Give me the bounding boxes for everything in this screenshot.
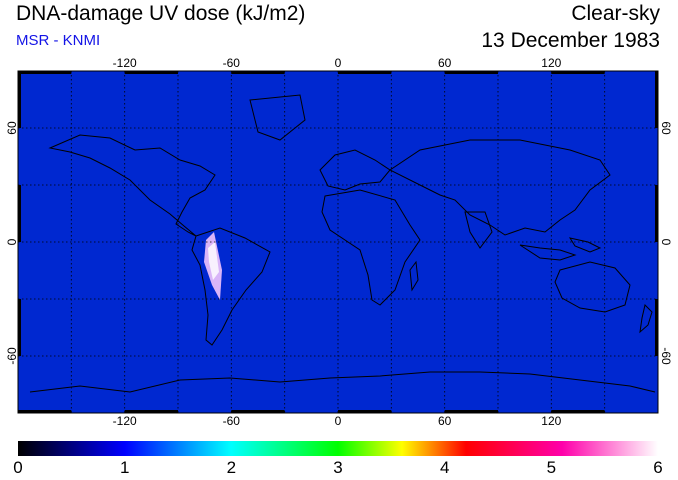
lon-label-top: -60 bbox=[222, 56, 240, 70]
lat-label-right: -60 bbox=[659, 347, 673, 365]
lon-label-bottom: 60 bbox=[438, 414, 452, 428]
date-label: 13 December 1983 bbox=[481, 29, 660, 52]
coastlines bbox=[29, 94, 656, 393]
lon-label-top: 60 bbox=[438, 56, 452, 70]
colorbar-label: 3 bbox=[333, 458, 343, 477]
data-source-label: MSR - KNMI bbox=[16, 32, 101, 49]
lon-label-bottom: 120 bbox=[541, 414, 562, 428]
lat-label-right: 60 bbox=[659, 121, 673, 135]
colorbar-label: 0 bbox=[13, 458, 23, 477]
colorbar-label: 6 bbox=[653, 458, 663, 477]
colorbar bbox=[18, 441, 658, 456]
map-title: DNA-damage UV dose (kJ/m2) bbox=[16, 2, 306, 25]
lon-label-top: -120 bbox=[112, 56, 137, 70]
colorbar-label: 1 bbox=[119, 458, 130, 477]
lon-label-bottom: -120 bbox=[112, 414, 137, 428]
colorbar-label: 2 bbox=[226, 458, 237, 477]
uv-dose-map bbox=[17, 70, 659, 414]
sky-condition-label: Clear-sky bbox=[571, 2, 660, 25]
lat-label-left: 0 bbox=[5, 238, 19, 246]
lat-label-left: 60 bbox=[5, 121, 19, 135]
lon-label-top: 0 bbox=[334, 56, 342, 70]
graticule bbox=[18, 71, 658, 413]
lat-label-right: 0 bbox=[659, 238, 673, 246]
lat-label-left: -60 bbox=[5, 347, 19, 365]
colorbar-label: 4 bbox=[439, 458, 450, 477]
lon-label-top: 120 bbox=[541, 56, 562, 70]
lon-label-bottom: 0 bbox=[334, 414, 342, 428]
map-frame bbox=[17, 70, 659, 414]
colorbar-label: 5 bbox=[546, 458, 557, 477]
lon-label-bottom: -60 bbox=[222, 414, 240, 428]
